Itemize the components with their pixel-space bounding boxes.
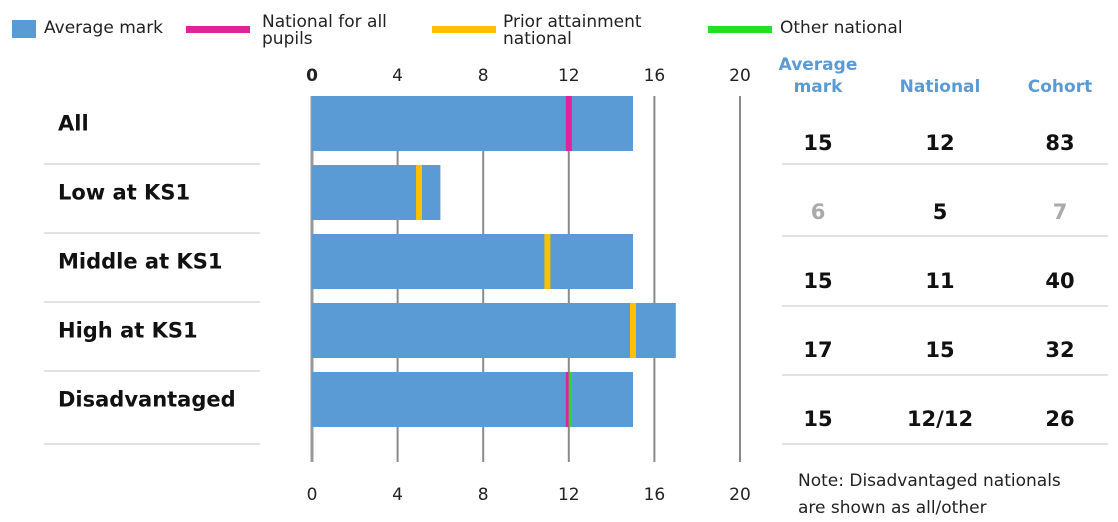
- col-header-average-mark-line2: mark: [794, 77, 844, 97]
- note-line-2: are shown as all/other: [798, 498, 987, 518]
- table-cell-national-row-1: 5: [933, 200, 948, 224]
- table-cell-average-mark-row-4: 15: [803, 407, 832, 431]
- legend-swatch-prior-attainment: [432, 26, 496, 33]
- table-cell-cohort-row-2: 40: [1045, 269, 1074, 293]
- category-label-middle-at-ks1: Middle at KS1: [58, 250, 222, 274]
- marker-all-national-for-all-pupils: [565, 96, 572, 151]
- table-cell-cohort-row-4: 26: [1045, 407, 1074, 431]
- x-tick-bottom-12: 12: [558, 485, 580, 505]
- col-header-average-mark-line1: Average: [779, 55, 858, 75]
- marker-middle-at-ks1-prior-attainment-national: [544, 234, 551, 289]
- x-tick-bottom-0: 0: [307, 485, 318, 505]
- x-tick-bottom-16: 16: [644, 485, 666, 505]
- legend-label-average-mark: Average mark: [44, 18, 164, 38]
- category-label-low-at-ks1: Low at KS1: [58, 181, 190, 205]
- col-header-national: National: [900, 77, 981, 97]
- legend: Average mark National for all pupils Prior…: [0, 0, 1118, 60]
- legend-label-other-national: Other national: [780, 18, 903, 38]
- marker-high-at-ks1-prior-attainment-national: [630, 303, 636, 358]
- table-cell-national-row-0: 12: [925, 131, 954, 155]
- category-label-all: All: [58, 112, 89, 136]
- bar-middle-at-ks1: [312, 234, 633, 289]
- legend-label-national-all: National for all pupils: [262, 12, 387, 49]
- x-tick-top-12: 12: [558, 66, 580, 86]
- marker-disadvantaged-national-for-all-pupils: [565, 372, 569, 427]
- marker-disadvantaged-other-national: [568, 372, 572, 427]
- table-cell-average-mark-row-0: 15: [803, 131, 832, 155]
- legend-label-prior-attainment: Prior attainment national: [503, 12, 642, 49]
- x-tick-bottom-8: 8: [478, 485, 489, 505]
- x-tick-top-0: 0: [306, 66, 318, 86]
- bar-all: [312, 96, 633, 151]
- table-cell-cohort-row-0: 83: [1045, 131, 1074, 155]
- x-tick-top-8: 8: [478, 66, 489, 86]
- legend-swatch-national-all: [186, 26, 250, 33]
- x-tick-bottom-4: 4: [392, 485, 403, 505]
- x-tick-top-16: 16: [644, 66, 666, 86]
- table-cell-average-mark-row-2: 15: [803, 269, 832, 293]
- x-tick-bottom-20: 20: [729, 485, 751, 505]
- bar-disadvantaged: [312, 372, 633, 427]
- x-tick-top-4: 4: [392, 66, 403, 86]
- table-cell-average-mark-row-3: 17: [803, 338, 832, 362]
- col-header-cohort: Cohort: [1028, 77, 1092, 97]
- table-cell-cohort-row-1: 7: [1053, 200, 1068, 224]
- chart-note: Note: Disadvantaged nationals are shown …: [798, 468, 1118, 522]
- table-cell-national-row-2: 11: [925, 269, 954, 293]
- x-tick-top-20: 20: [729, 66, 751, 86]
- bar-high-at-ks1: [312, 303, 676, 358]
- table-cell-cohort-row-3: 32: [1045, 338, 1074, 362]
- marker-low-at-ks1-prior-attainment-national: [416, 165, 422, 220]
- category-label-high-at-ks1: High at KS1: [58, 319, 198, 343]
- legend-swatch-average-mark: [12, 20, 36, 38]
- legend-swatch-other-national: [708, 26, 772, 33]
- category-label-disadvantaged: Disadvantaged: [58, 388, 236, 412]
- table-cell-national-row-4: 12/12: [907, 407, 973, 431]
- table-cell-average-mark-row-1: 6: [811, 200, 826, 224]
- table-cell-national-row-3: 15: [925, 338, 954, 362]
- note-line-1: Note: Disadvantaged nationals: [798, 471, 1061, 491]
